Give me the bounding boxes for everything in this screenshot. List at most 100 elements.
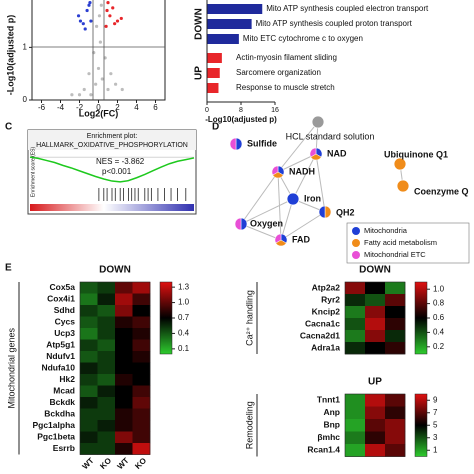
heat-cell	[97, 420, 116, 432]
point	[94, 82, 98, 86]
group-label: Ca²⁺ handling	[244, 290, 254, 346]
bar	[207, 53, 222, 63]
heat-cell	[80, 443, 98, 455]
heat-cell	[132, 408, 151, 421]
panel-letter: E	[5, 263, 12, 274]
heat-cell	[97, 339, 116, 352]
heat-cell	[365, 282, 386, 295]
heat-cell	[132, 339, 151, 352]
heat-cell	[345, 394, 366, 407]
node-slice	[235, 137, 243, 151]
heat-cell	[115, 362, 133, 375]
heat-cell	[345, 342, 366, 355]
heat-cell	[115, 328, 133, 340]
colorbar-label: 0.2	[433, 342, 445, 351]
y-tick-label: 0	[23, 95, 28, 104]
heat-cell	[365, 294, 386, 307]
bar-label: Mito ETC cytochrome c to oxygen	[243, 34, 363, 43]
heat-cell	[385, 444, 406, 457]
colorbar-label: 1	[433, 445, 438, 454]
heat-cell	[97, 305, 116, 317]
heat-cell	[97, 362, 116, 375]
column-label: KO	[98, 456, 113, 471]
legend-label: Mitochondrial ETC	[364, 250, 426, 259]
colorbar-label: 9	[433, 395, 438, 404]
heat-cell	[365, 342, 386, 355]
edge	[280, 198, 294, 241]
edge	[277, 121, 319, 173]
heat-cell	[97, 443, 116, 455]
heat-cell	[97, 351, 116, 363]
legend-swatch	[352, 239, 360, 247]
point	[100, 77, 104, 81]
heat-cell	[115, 420, 133, 432]
heat-cell	[80, 385, 98, 398]
column-label: WT	[80, 456, 95, 471]
colorbar-label: 0.6	[433, 313, 445, 322]
heat-cell	[385, 394, 406, 407]
heat-cell	[345, 444, 366, 457]
point	[106, 1, 110, 5]
colorbar-label: 0.8	[433, 299, 445, 308]
y-axis-label: -Log10(adjusted p)	[5, 15, 15, 96]
heat-cell	[365, 306, 386, 319]
heat-cell	[115, 316, 133, 329]
row-label: Adra1a	[311, 342, 340, 352]
heat-cell	[115, 339, 133, 352]
point	[85, 8, 89, 13]
heat-cell	[97, 282, 116, 294]
bar-label: Actin-myosin filament sliding	[236, 53, 337, 62]
legend-label: Mitochondria	[364, 226, 408, 235]
panel-letter: C	[5, 122, 12, 133]
heatmap-frame	[344, 281, 406, 355]
heat-cell	[365, 431, 386, 445]
node-label: NADH	[289, 166, 315, 176]
row-label: Cacna1c	[305, 318, 340, 328]
group-label: Mitochondrial genes	[6, 327, 16, 408]
node-slice	[324, 205, 332, 219]
heat-cell	[385, 306, 406, 319]
point	[115, 19, 120, 23]
row-label: βmhc	[317, 432, 340, 442]
row-label: Sdhd	[54, 305, 75, 315]
row-label: Cacna2d1	[300, 330, 340, 340]
bar	[207, 34, 239, 44]
node	[393, 157, 407, 171]
node-label: Ubiquinone Q1	[384, 149, 448, 159]
node-label: Oxygen	[250, 218, 283, 228]
row-label: Cox4i1	[47, 294, 75, 304]
heat-cell	[132, 316, 151, 329]
heat-cell	[385, 431, 406, 445]
heat-cell	[385, 406, 406, 420]
row-label: Mcad	[53, 386, 75, 396]
heat-cell	[132, 397, 151, 409]
edge	[240, 223, 282, 241]
point	[95, 24, 99, 28]
node-slice	[274, 233, 282, 244]
heat-cell	[80, 351, 98, 363]
heat-cell	[115, 385, 133, 398]
heat-cell	[385, 419, 406, 432]
heat-cell	[115, 397, 133, 409]
row-label: Bckdha	[44, 409, 75, 419]
legend-swatch	[352, 251, 360, 259]
heat-cell	[365, 318, 386, 331]
heat-cell	[345, 294, 366, 307]
x-axis-label: Log2(FC)	[79, 108, 119, 118]
heat-cell	[345, 306, 366, 319]
row-label: Bnp	[323, 420, 340, 430]
bar-label: Mito ATP synthesis coupled electron tran…	[266, 4, 429, 13]
row-label: Cycs	[55, 317, 76, 327]
annotation: NES = -3.862	[96, 157, 145, 166]
heat-cell	[115, 282, 133, 294]
y-tick-label: 1	[23, 42, 28, 51]
annotation: p<0.001	[102, 167, 132, 176]
heat-cell	[97, 374, 116, 386]
x-tick-label: 16	[271, 107, 279, 114]
heat-cell	[345, 318, 366, 331]
bar	[207, 19, 252, 29]
legend-swatch	[352, 227, 360, 235]
node-slice	[229, 137, 237, 151]
row-label: Atp5g1	[46, 340, 75, 350]
point	[113, 22, 117, 26]
